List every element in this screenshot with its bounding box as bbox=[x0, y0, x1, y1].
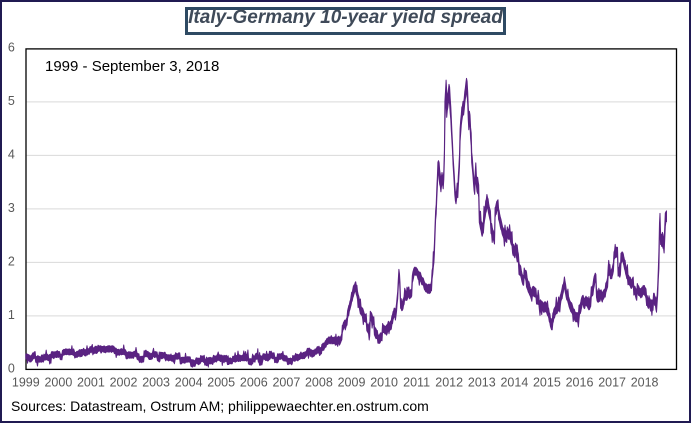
svg-text:2005: 2005 bbox=[207, 375, 235, 389]
svg-text:6: 6 bbox=[8, 40, 15, 54]
svg-text:4: 4 bbox=[8, 147, 15, 161]
svg-text:2010: 2010 bbox=[370, 375, 398, 389]
svg-text:2000: 2000 bbox=[44, 375, 72, 389]
svg-text:2006: 2006 bbox=[240, 375, 268, 389]
svg-text:0: 0 bbox=[8, 361, 15, 375]
svg-text:2004: 2004 bbox=[175, 375, 203, 389]
svg-text:2017: 2017 bbox=[598, 375, 626, 389]
svg-text:2012: 2012 bbox=[435, 375, 463, 389]
svg-text:3: 3 bbox=[8, 201, 15, 215]
svg-text:2015: 2015 bbox=[533, 375, 561, 389]
svg-text:2003: 2003 bbox=[142, 375, 170, 389]
svg-text:2: 2 bbox=[8, 254, 15, 268]
svg-text:2018: 2018 bbox=[631, 375, 659, 389]
svg-text:2008: 2008 bbox=[305, 375, 333, 389]
svg-text:2002: 2002 bbox=[110, 375, 138, 389]
svg-text:2016: 2016 bbox=[566, 375, 594, 389]
svg-text:1: 1 bbox=[8, 308, 15, 322]
svg-text:2011: 2011 bbox=[403, 375, 430, 389]
svg-text:2007: 2007 bbox=[272, 375, 300, 389]
svg-text:2014: 2014 bbox=[500, 375, 528, 389]
svg-text:5: 5 bbox=[8, 94, 15, 108]
svg-text:2009: 2009 bbox=[338, 375, 366, 389]
svg-text:1999: 1999 bbox=[12, 375, 40, 389]
svg-text:2001: 2001 bbox=[77, 375, 105, 389]
svg-text:2013: 2013 bbox=[468, 375, 496, 389]
